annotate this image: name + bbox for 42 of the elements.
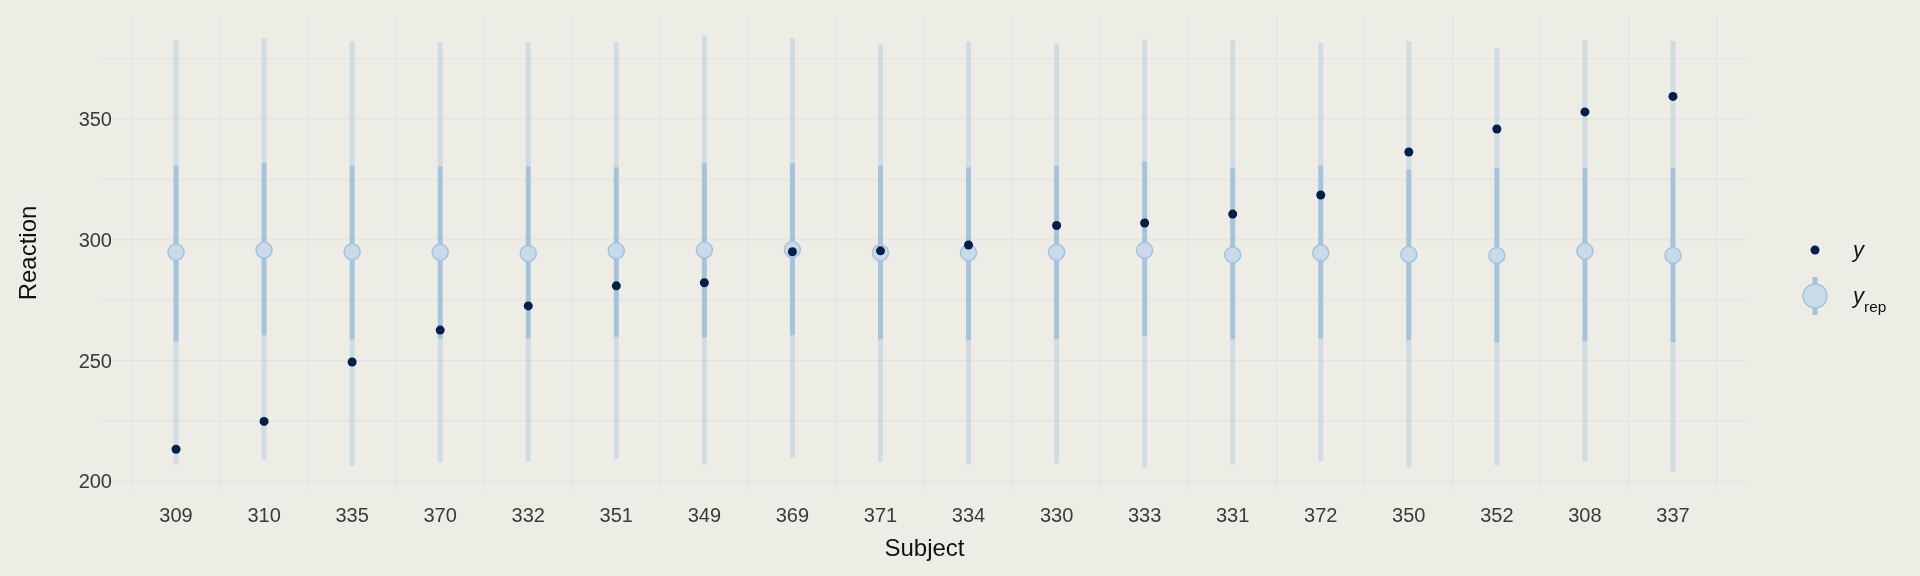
x-tick-label: 337	[1656, 504, 1690, 526]
point	[964, 240, 974, 250]
y-axis-title: Reaction	[14, 205, 41, 301]
point	[1052, 220, 1062, 230]
point	[435, 325, 445, 335]
x-tick-label: 370	[423, 504, 457, 526]
legend-label: y$_{rep}$	[1851, 282, 1887, 315]
point	[1580, 107, 1590, 117]
y-tick-label: 350	[78, 107, 112, 130]
x-tick-label: 309	[159, 504, 193, 526]
y-tick-label: 300	[78, 228, 112, 251]
x-tick-label: 331	[1216, 504, 1250, 526]
point	[347, 357, 357, 367]
point	[1404, 147, 1414, 157]
point	[1140, 218, 1150, 228]
x-tick-label: 352	[1480, 504, 1514, 526]
x-tick-label: 333	[1127, 504, 1162, 526]
point	[1316, 190, 1326, 200]
y-tick-label: 200	[78, 470, 112, 493]
point	[1228, 209, 1238, 219]
point	[611, 281, 621, 291]
point	[259, 416, 269, 426]
x-axis-title: Subject	[884, 534, 965, 561]
y-tick-label: 250	[78, 349, 112, 372]
point	[171, 444, 181, 454]
x-tick-label: 308	[1568, 504, 1602, 526]
legend-label: y	[1851, 236, 1866, 262]
x-tick-label: 330	[1039, 504, 1074, 526]
point	[1492, 124, 1502, 134]
x-tick-label: 350	[1392, 504, 1426, 526]
x-tick-label: 332	[511, 504, 545, 526]
x-tick-label: 371	[863, 504, 898, 526]
x-tick-label: 349	[687, 504, 722, 526]
point	[1668, 91, 1678, 101]
x-tick-label: 335	[335, 504, 369, 526]
point	[699, 278, 709, 288]
x-tick-label: 372	[1304, 504, 1338, 526]
point	[523, 301, 533, 311]
x-tick-label: 369	[775, 504, 810, 526]
x-tick-label: 310	[247, 504, 281, 526]
x-tick-label: 351	[599, 504, 633, 526]
x-tick-label: 334	[951, 504, 986, 526]
